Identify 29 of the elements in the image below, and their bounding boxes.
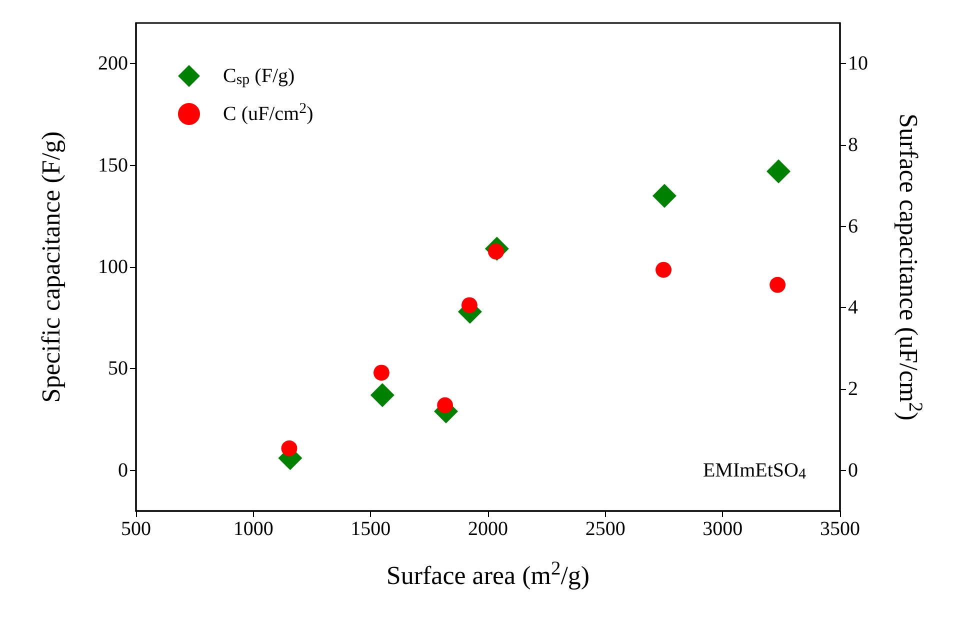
y2-axis-title: Surface capacitance (uF/cm2) (894, 113, 926, 421)
y-tick-label: 0 (118, 459, 128, 482)
point (461, 297, 478, 314)
x-tick-label: 2500 (585, 518, 626, 540)
point (766, 159, 791, 184)
y-tick-label: 200 (98, 52, 128, 75)
y2-tick-label: 2 (848, 378, 858, 400)
x-tick-label: 1500 (350, 518, 391, 540)
x-tick-label: 500 (121, 518, 151, 540)
y2-tick-label: 0 (848, 459, 858, 482)
y2-tick-label: 10 (848, 52, 868, 75)
x-tick-label: 1000 (233, 518, 274, 540)
point (437, 397, 454, 414)
point (770, 276, 786, 293)
y-tick-label: 50 (108, 358, 128, 380)
y-tick-label: 100 (98, 256, 128, 278)
y-axis-title: Specific capacitance (F/g) (36, 131, 66, 403)
y2-tick-label: 8 (848, 134, 858, 156)
point (652, 184, 676, 208)
y-tick-label: 150 (98, 154, 128, 176)
x-tick-label: 2000 (468, 518, 508, 540)
y2-tick-label: 4 (848, 296, 858, 319)
point (370, 383, 394, 408)
point (281, 440, 298, 456)
point (373, 364, 390, 381)
y2-tick-label: 6 (848, 215, 858, 238)
x-tick-label: 3000 (702, 518, 743, 540)
x-tick-label: 3500 (820, 518, 860, 540)
point (656, 262, 672, 278)
